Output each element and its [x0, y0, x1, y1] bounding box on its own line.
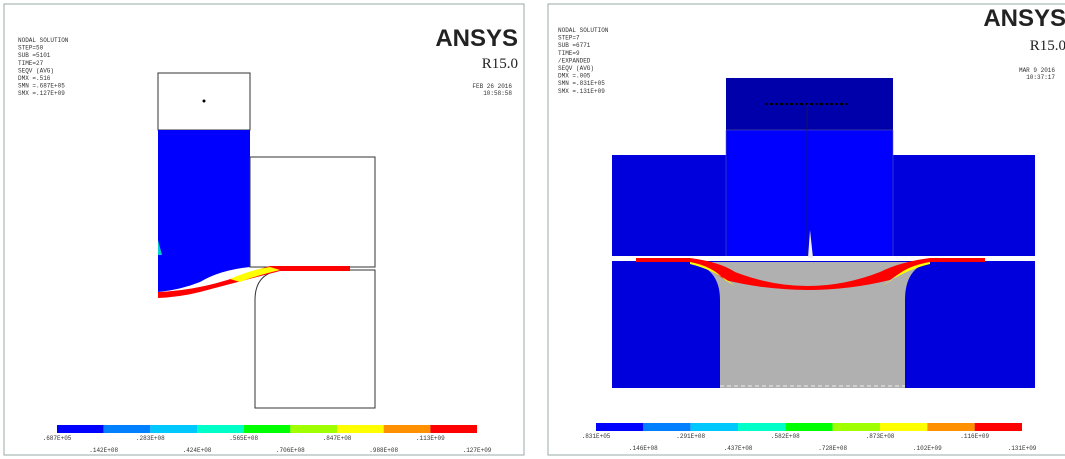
legend-label: .687E+05	[43, 435, 72, 442]
info-line: STEP=7	[558, 35, 580, 42]
legend-label: .127E+09	[463, 447, 492, 454]
screen: NODAL SOLUTIONSTEP=50SUB =5101TIME=27SEQ…	[0, 0, 1065, 459]
info-line: TIME=9	[558, 50, 580, 57]
info-line: SMN =.831E+05	[558, 80, 605, 87]
legend-swatch	[430, 425, 477, 433]
info-line: /EXPANDED	[558, 57, 591, 64]
legend-swatch	[691, 423, 738, 431]
legend-label: .102E+09	[913, 445, 942, 452]
legend-label: .873E+08	[866, 433, 895, 440]
legend-swatch	[244, 425, 291, 433]
die-lower	[255, 270, 375, 408]
legend-label: .116E+09	[960, 433, 989, 440]
node-marker	[203, 100, 206, 103]
legend-swatch	[738, 423, 785, 431]
legend-label: .131E+09	[1008, 445, 1037, 452]
legend-label: .582E+08	[771, 433, 800, 440]
blue-region	[158, 130, 250, 292]
info-line: DMX =.005	[558, 73, 591, 80]
date: FEB 26 2016	[472, 83, 512, 90]
date: MAR 9 2016	[1019, 67, 1055, 74]
info-line: STEP=50	[18, 45, 44, 52]
legend-label: .424E+08	[183, 447, 212, 454]
legend-swatch	[104, 425, 151, 433]
legend-swatch	[337, 425, 384, 433]
legend-label: .437E+08	[724, 445, 753, 452]
ansys-logo: ANSYS	[435, 25, 518, 52]
legend-label: .146E+08	[629, 445, 658, 452]
legend-swatch	[833, 423, 880, 431]
legend-label: .847E+08	[323, 435, 352, 442]
legend-swatch	[880, 423, 927, 431]
legend-label: .988E+08	[369, 447, 398, 454]
legend-label: .728E+08	[818, 445, 847, 452]
legend-label: .565E+08	[229, 435, 258, 442]
legend-swatch	[785, 423, 832, 431]
ansys-logo: ANSYS	[983, 5, 1065, 32]
info-line: SMN =.687E+05	[18, 83, 65, 90]
time: 10:37:17	[1026, 74, 1055, 81]
release: R15.0	[482, 56, 518, 72]
legend-label: .831E+05	[582, 433, 611, 440]
info-line: SEQV (AVG)	[558, 65, 594, 72]
legend-swatch	[927, 423, 974, 431]
info-line: NODAL SOLUTION	[18, 37, 69, 44]
info-line: TIME=27	[18, 60, 44, 67]
legend-label: .142E+08	[89, 447, 118, 454]
legend-swatch	[643, 423, 690, 431]
info-line: NODAL SOLUTION	[558, 27, 609, 34]
legend-swatch	[150, 425, 197, 433]
info-line: SMX =.131E+09	[558, 88, 605, 95]
info-line: SMX =.127E+09	[18, 90, 65, 97]
legend-swatch	[197, 425, 244, 433]
legend-label: .283E+08	[136, 435, 165, 442]
legend-label: .113E+09	[416, 435, 445, 442]
legend-label: .291E+08	[676, 433, 705, 440]
info-line: SUB =6771	[558, 42, 591, 49]
info-line: DMX =.516	[18, 75, 51, 82]
legend-swatch	[290, 425, 337, 433]
gray-region	[690, 262, 930, 388]
info-line: SUB =5101	[18, 52, 51, 59]
release: R15.0	[1030, 38, 1065, 54]
legend-swatch	[384, 425, 431, 433]
legend-swatch	[57, 425, 104, 433]
legend-swatch	[975, 423, 1022, 431]
die-upper	[250, 157, 375, 267]
legend-label: .706E+08	[276, 447, 305, 454]
time: 10:58:58	[483, 90, 512, 97]
info-line: SEQV (AVG)	[18, 67, 54, 74]
legend-swatch	[596, 423, 643, 431]
